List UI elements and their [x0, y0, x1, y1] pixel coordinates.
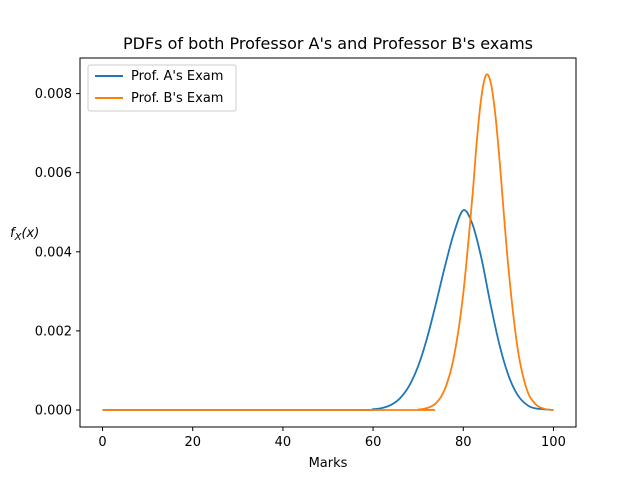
y-axis-title-suffix: (x) — [21, 226, 39, 241]
x-axis-title: Marks — [309, 456, 348, 471]
y-tick-label: 0.002 — [35, 324, 72, 339]
legend: Prof. A's Exam Prof. B's Exam — [88, 65, 236, 111]
y-axis-title: fX(x) — [10, 226, 39, 243]
x-tick-label: 100 — [541, 435, 566, 450]
y-tick-label: 0.008 — [35, 87, 72, 102]
x-tick-label: 20 — [184, 435, 201, 450]
y-tick-label: 0.006 — [35, 166, 72, 181]
x-tick-label: 0 — [98, 435, 106, 450]
y-tick-label: 0.004 — [35, 245, 72, 260]
x-tick-label: 60 — [365, 435, 382, 450]
x-tick-label: 40 — [275, 435, 292, 450]
legend-label-prof-b: Prof. B's Exam — [131, 91, 223, 106]
y-tick-label: 0.000 — [35, 403, 72, 418]
legend-label-prof-a: Prof. A's Exam — [131, 69, 223, 84]
x-tick-label: 80 — [455, 435, 472, 450]
chart-title: PDFs of both Professor A's and Professor… — [123, 34, 533, 53]
